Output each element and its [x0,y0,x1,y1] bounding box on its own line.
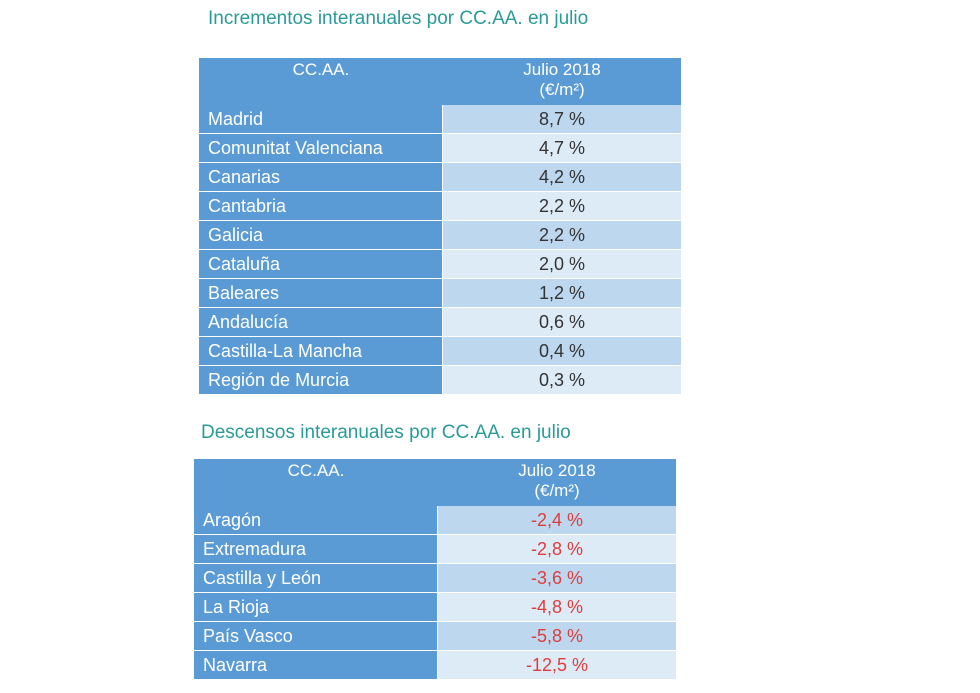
region-cell: Comunitat Valenciana [199,134,442,163]
region-cell: Castilla-La Mancha [199,337,442,366]
value-cell: 0,3 % [443,366,681,395]
value-cell: 4,2 % [443,163,681,192]
value-cell: -5,8 % [438,622,676,651]
value-cell: 0,4 % [443,337,681,366]
header-text: Julio 2018 [523,60,601,79]
region-cell: Galicia [199,221,442,250]
value-cell: -4,8 % [438,593,676,622]
region-cell: País Vasco [194,622,437,651]
value-cell: 1,2 % [443,279,681,308]
value-cell: -12,5 % [438,651,676,680]
value-cell: -2,8 % [438,535,676,564]
region-cell: Andalucía [199,308,442,337]
region-cell: Cataluña [199,250,442,279]
value-cell: 2,2 % [443,221,681,250]
region-cell: Extremadura [194,535,437,564]
header-text: (€/m²) [534,481,580,500]
header-cell: Julio 2018 (€/m²) [438,459,676,506]
header-cell: CC.AA. [194,459,438,506]
region-cell: Navarra [194,651,437,680]
region-cell: Castilla y León [194,564,437,593]
value-cell: 4,7 % [443,134,681,163]
region-cell: Canarias [199,163,442,192]
value-cell: -2,4 % [438,506,676,535]
value-cell: -3,6 % [438,564,676,593]
region-cell: Región de Murcia [199,366,442,395]
header-text: (€/m²) [539,80,585,99]
header-cell: Julio 2018 (€/m²) [443,58,681,105]
value-cell: 2,2 % [443,192,681,221]
region-cell: Cantabria [199,192,442,221]
region-cell: Madrid [199,105,442,134]
header-text: Julio 2018 [518,461,596,480]
region-cell: Aragón [194,506,437,535]
table-title: Descensos interanuales por CC.AA. en jul… [201,422,571,443]
value-cell: 8,7 % [443,105,681,134]
value-cell: 0,6 % [443,308,681,337]
region-cell: La Rioja [194,593,437,622]
value-cell: 2,0 % [443,250,681,279]
table-title: Incrementos interanuales por CC.AA. en j… [208,8,589,29]
region-cell: Baleares [199,279,442,308]
header-cell: CC.AA. [199,58,443,105]
